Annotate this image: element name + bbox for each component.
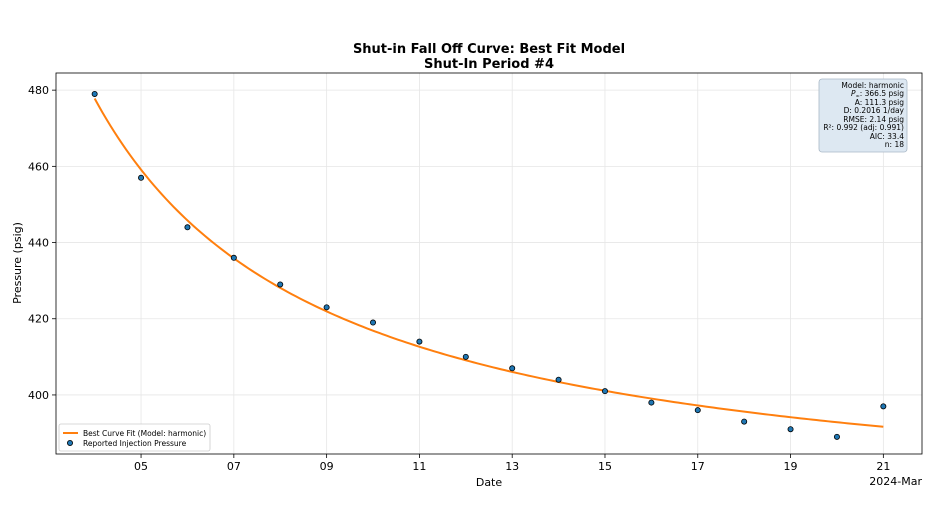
data-point <box>416 338 423 345</box>
x-tick-label: 17 <box>691 460 705 473</box>
legend-marker-swatch <box>67 439 74 446</box>
data-point <box>880 403 887 410</box>
x-axis-offset-label: 2024-Mar <box>869 475 922 488</box>
y-tick-label: 400 <box>28 389 49 402</box>
data-point <box>462 353 469 360</box>
plot-frame <box>55 72 923 455</box>
data-point <box>138 174 145 181</box>
x-tick-label: 11 <box>412 460 426 473</box>
data-point <box>277 281 284 288</box>
y-tick-label: 420 <box>28 313 49 326</box>
grid <box>56 73 922 454</box>
legend: Best Curve Fit (Model: harmonic) Reporte… <box>58 423 211 452</box>
stats-pinf-value: : 366.5 psig <box>860 89 905 98</box>
x-tick-label: 19 <box>784 460 798 473</box>
data-point <box>648 399 655 406</box>
x-tick-label: 15 <box>598 460 612 473</box>
stats-box: Model: harmonic P∞: 366.5 psig A: 111.3 … <box>818 78 908 153</box>
stats-aic: AIC: 33.4 <box>870 132 904 141</box>
x-axis-label: Date <box>476 476 503 489</box>
y-tick-label: 460 <box>28 160 49 173</box>
y-tick-label: 440 <box>28 237 49 250</box>
stats-d: D: 0.2016 1/day <box>844 106 905 115</box>
data-point <box>323 304 330 311</box>
y-axis-label: Pressure (psig) <box>11 222 24 304</box>
data-point <box>741 418 748 425</box>
stats-a: A: 111.3 psig <box>855 98 905 107</box>
stats-n: n: 18 <box>885 140 904 149</box>
stats-pinf: P∞: 366.5 psig <box>851 89 904 100</box>
stats-r2: R²: 0.992 (adj: 0.991) <box>823 123 904 132</box>
fit-curve-line <box>93 98 884 428</box>
data-point <box>370 319 377 326</box>
legend-label-fit: Best Curve Fit (Model: harmonic) <box>83 429 206 438</box>
data-point <box>230 254 237 261</box>
y-axis-ticks: 400 420 440 460 480 <box>28 84 56 402</box>
chart-title: Shut-in Fall Off Curve: Best Fit Model <box>353 42 625 57</box>
legend-label-points: Reported Injection Pressure <box>83 439 187 448</box>
data-point <box>787 426 794 433</box>
x-tick-label: 21 <box>876 460 890 473</box>
data-point <box>833 433 840 440</box>
data-point <box>184 224 191 231</box>
stats-model: Model: harmonic <box>841 81 904 90</box>
x-tick-label: 05 <box>134 460 148 473</box>
x-tick-label: 09 <box>320 460 334 473</box>
data-point <box>601 388 608 395</box>
x-axis-ticks: 05 07 09 11 13 15 17 19 21 <box>134 454 890 473</box>
x-tick-label: 07 <box>227 460 241 473</box>
x-tick-label: 13 <box>505 460 519 473</box>
chart-subtitle: Shut-In Period #4 <box>424 57 554 72</box>
data-point <box>509 365 516 372</box>
data-point <box>91 90 98 97</box>
y-tick-label: 480 <box>28 84 49 97</box>
fit-curve-layer <box>93 98 884 428</box>
data-point <box>555 376 562 383</box>
data-points-layer <box>91 90 887 440</box>
stats-rmse: RMSE: 2.14 psig <box>843 115 904 124</box>
data-point <box>694 407 701 414</box>
